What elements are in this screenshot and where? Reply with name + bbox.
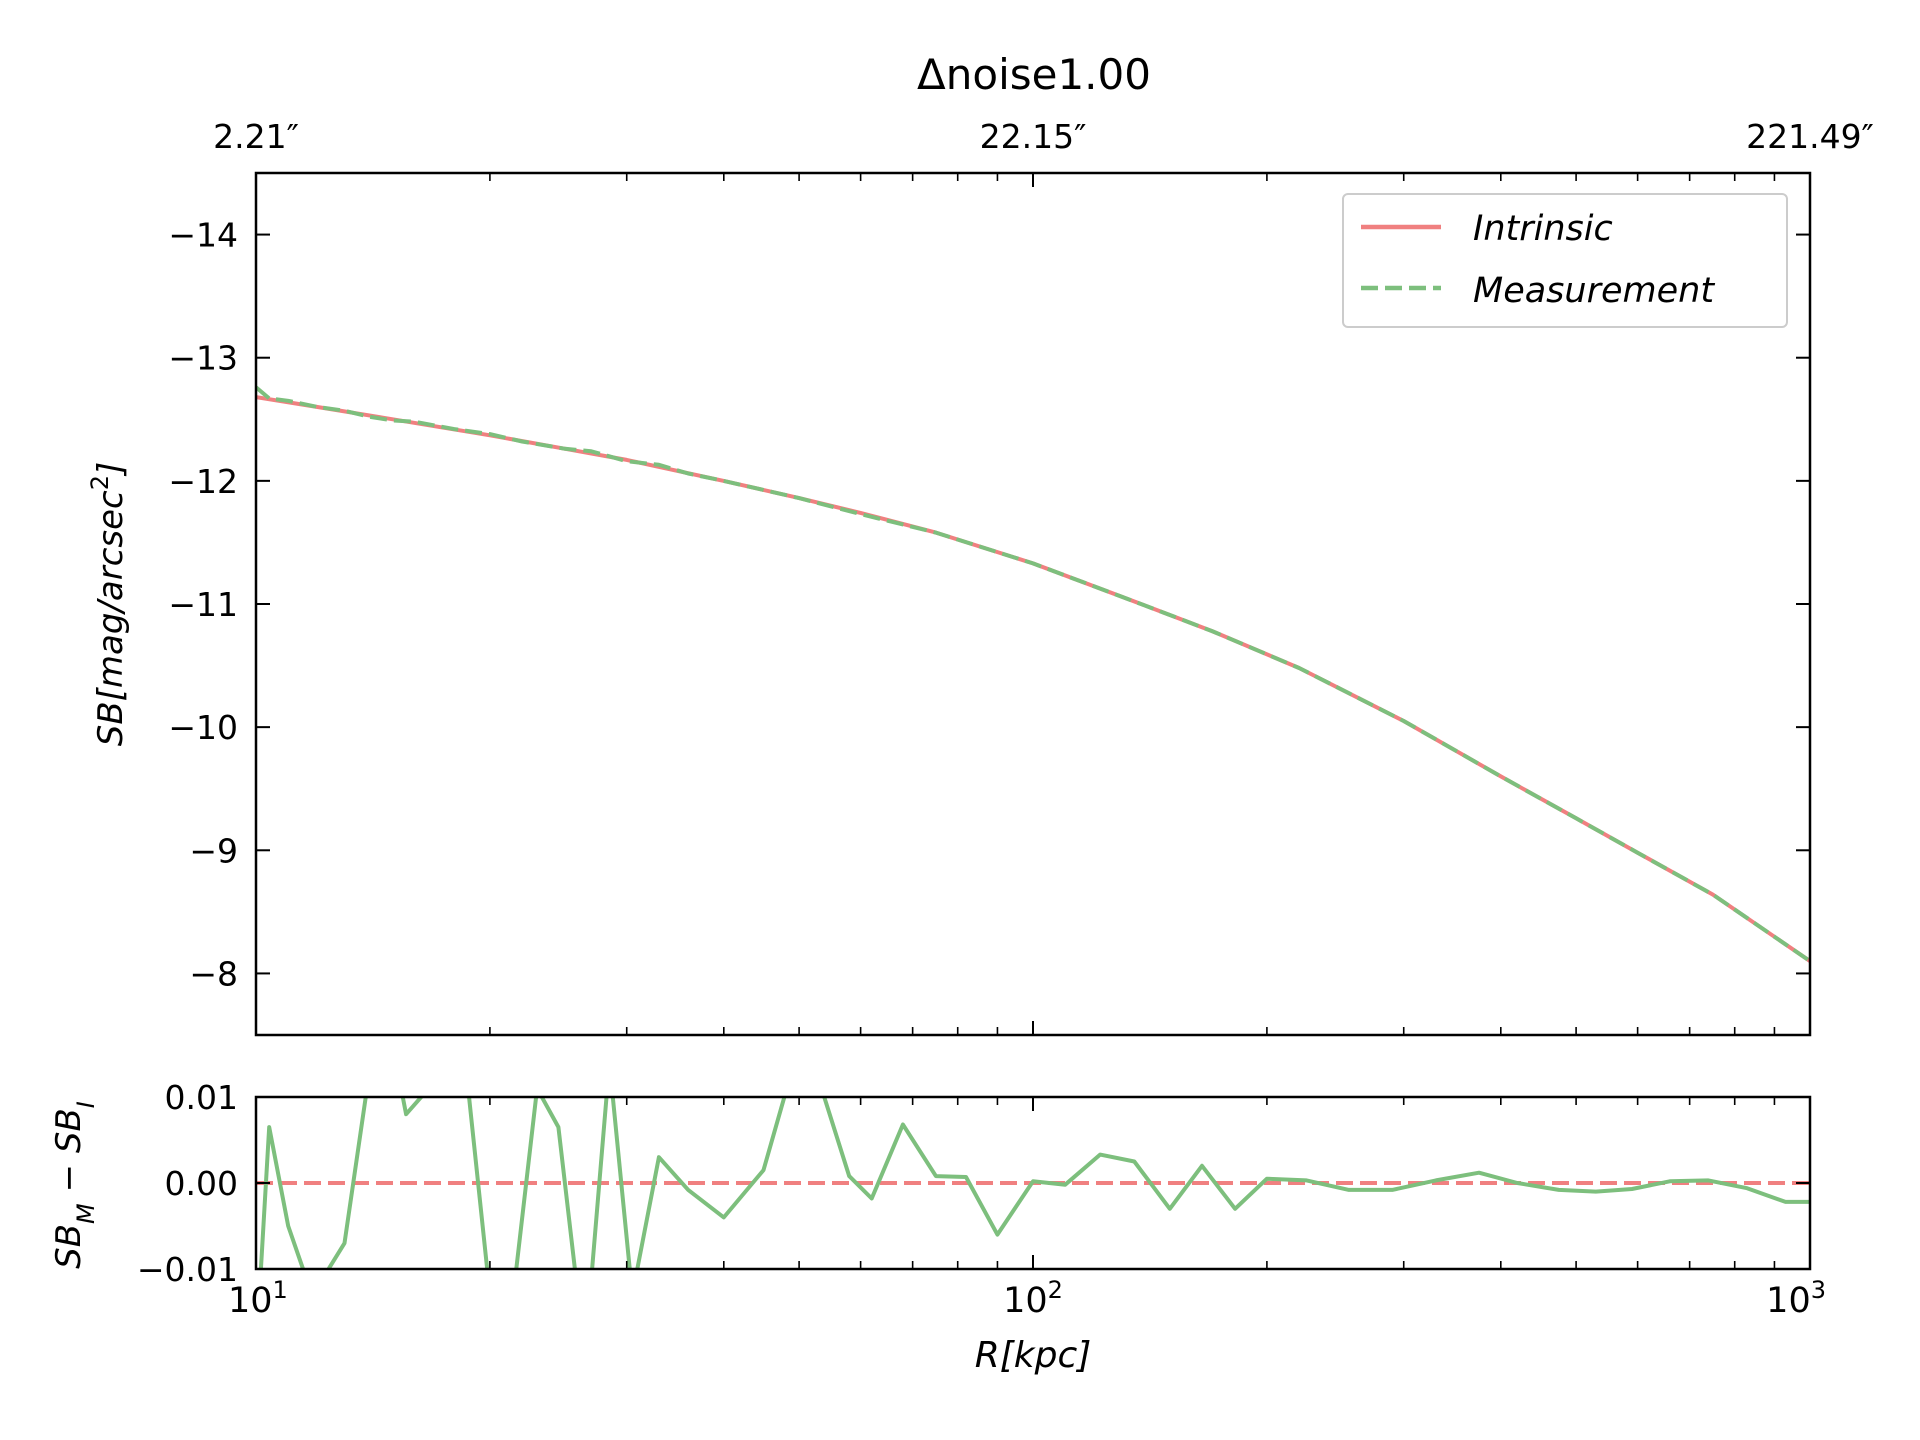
x-tick-labels: 101 102 103 <box>228 1276 1826 1321</box>
series-measurement-line <box>256 385 1810 963</box>
main-panel: Δnoise1.00 2.21″ 22.15″ 221.49″ −14−13−12−… <box>86 50 1874 1037</box>
legend-intrinsic-label: Intrinsic <box>1473 209 1613 249</box>
main-y-tick-label: −13 <box>168 339 238 378</box>
top-axis-tick-label: 22.15″ <box>980 117 1087 156</box>
residual-y-tick-label: 0.00 <box>165 1164 238 1203</box>
x-tick-label: 102 <box>1003 1276 1063 1321</box>
main-axes-frame <box>254 171 1812 1037</box>
residual-series-line <box>258 1097 1810 1269</box>
top-axis-tick-label: 2.21″ <box>213 117 299 156</box>
legend-frame <box>1342 193 1788 328</box>
main-y-tick-label: −14 <box>168 216 238 255</box>
residual-y-tick-label: −0.01 <box>137 1250 238 1289</box>
residual-plot-area <box>254 1095 1812 1271</box>
x-tick-label: 103 <box>1766 1276 1826 1321</box>
legend-measurement-label: Measurement <box>1473 271 1715 311</box>
residual-y-tick-label: 0.01 <box>165 1078 238 1117</box>
main-plot-area <box>254 171 1812 1037</box>
main-y-tick-label: −10 <box>168 708 238 747</box>
series-intrinsic-line <box>256 395 1810 963</box>
top-axis: 2.21″ 22.15″ 221.49″ <box>213 117 1874 156</box>
main-y-tick-label: −11 <box>168 585 238 624</box>
chart-title: Δnoise1.00 <box>917 50 1151 99</box>
x-axis-label: R[kpc] <box>975 1335 1092 1376</box>
x-tick-label: 101 <box>228 1276 288 1321</box>
main-y-tick-label: −8 <box>189 954 238 993</box>
main-y-axis-label: SB[mag/arcsec2] <box>86 462 131 747</box>
main-y-tick-label: −9 <box>189 831 238 870</box>
main-y-tick-label: −12 <box>168 462 238 501</box>
legend: Intrinsic Measurement <box>1342 193 1788 328</box>
top-axis-tick-label: 221.49″ <box>1746 117 1874 156</box>
residual-panel: −0.01 0.00 0.01 101 102 103 SBM − SBI R[kpc] <box>49 1078 1826 1376</box>
residual-y-axis-label: SBM − SBI <box>49 1101 100 1269</box>
residual-y-tick-labels: −0.01 0.00 0.01 <box>137 1078 238 1289</box>
main-y-tick-labels: −14 −13 −12 −11 −10 −9 −8 <box>168 216 238 994</box>
residual-axes-frame <box>254 1095 1812 1271</box>
